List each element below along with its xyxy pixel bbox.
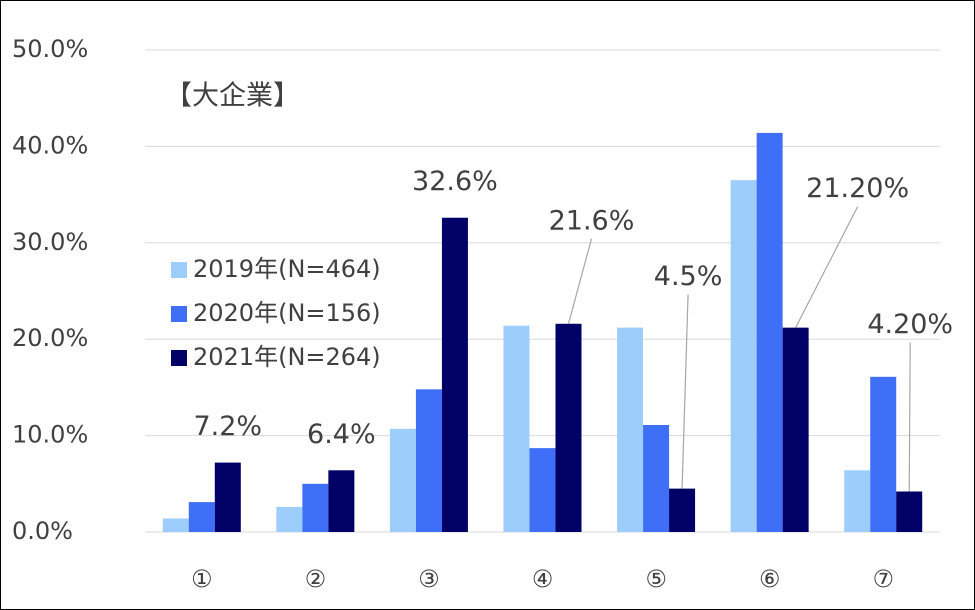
bar	[756, 132, 783, 533]
bar	[276, 506, 303, 532]
bar	[730, 180, 757, 532]
legend-swatch	[171, 306, 187, 322]
bar	[415, 389, 442, 532]
bar	[188, 502, 215, 532]
bar	[643, 424, 670, 532]
x-tick-label: ①	[191, 565, 213, 593]
data-label: 21.20%	[806, 173, 909, 204]
x-tick-label: ⑤	[645, 565, 667, 593]
bar	[782, 327, 809, 532]
data-label: 4.5%	[654, 261, 723, 292]
bar	[162, 518, 189, 532]
bar	[328, 470, 355, 532]
legend-swatch	[171, 262, 187, 278]
leader-line	[681, 294, 689, 489]
y-tick-label: 10.0%	[12, 421, 88, 449]
x-tick-label: ⑦	[872, 565, 894, 593]
x-tick-label: ③	[418, 565, 440, 593]
leader-line	[795, 206, 859, 328]
y-tick-label: 0.0%	[12, 517, 73, 545]
x-tick-label: ②	[305, 565, 327, 593]
legend-label: 2021年(N=264)	[193, 343, 381, 371]
bar	[529, 448, 556, 532]
y-tick-label: 30.0%	[12, 228, 88, 256]
y-tick-label: 50.0%	[12, 35, 88, 63]
bar	[503, 325, 530, 532]
data-label: 7.2%	[193, 411, 262, 442]
x-tick-label: ⑥	[759, 565, 781, 593]
x-tick-label: ④	[532, 565, 554, 593]
leader-line	[567, 238, 593, 324]
legend-label: 2019年(N=464)	[193, 255, 381, 283]
bar	[441, 217, 468, 532]
bar	[617, 327, 644, 532]
bar	[214, 462, 241, 532]
bar	[669, 488, 696, 532]
y-tick-label: 20.0%	[12, 324, 88, 352]
data-label: 6.4%	[307, 419, 376, 450]
data-label: 21.6%	[549, 205, 635, 236]
y-tick-label: 40.0%	[12, 131, 88, 159]
bar	[844, 470, 871, 532]
data-label: 32.6%	[412, 166, 498, 197]
bar	[389, 428, 416, 532]
bar	[896, 491, 923, 532]
bar	[302, 483, 329, 532]
legend-swatch	[171, 350, 187, 366]
leader-line	[908, 342, 911, 492]
bar	[555, 323, 582, 532]
bar	[870, 376, 897, 532]
legend-label: 2020年(N=156)	[193, 299, 381, 327]
data-label: 4.20%	[867, 309, 953, 340]
annotation: 【大企業】	[165, 81, 300, 112]
